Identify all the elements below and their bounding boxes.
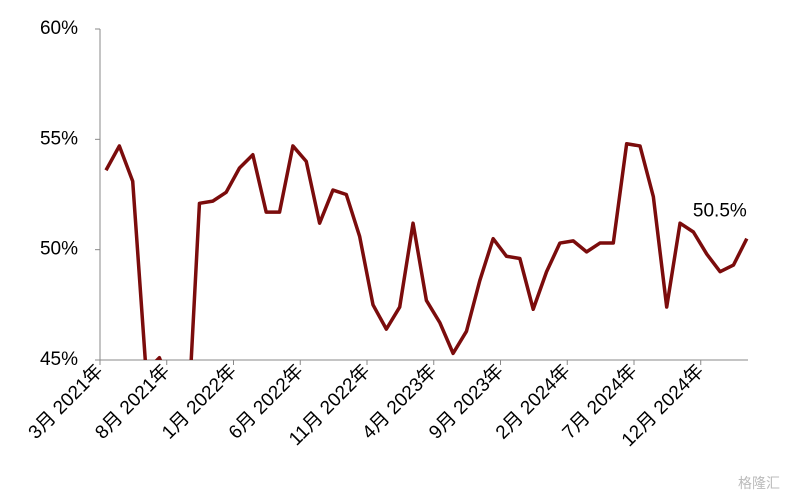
y-tick-label: 60%: [40, 18, 78, 39]
y-tick-label: 50%: [40, 239, 78, 260]
data-label: 50.5%: [693, 201, 747, 222]
y-tick-label: 45%: [40, 349, 78, 370]
line: [104, 141, 749, 360]
watermark: 格隆汇: [738, 475, 780, 491]
y-tick-label: 55%: [40, 128, 78, 149]
